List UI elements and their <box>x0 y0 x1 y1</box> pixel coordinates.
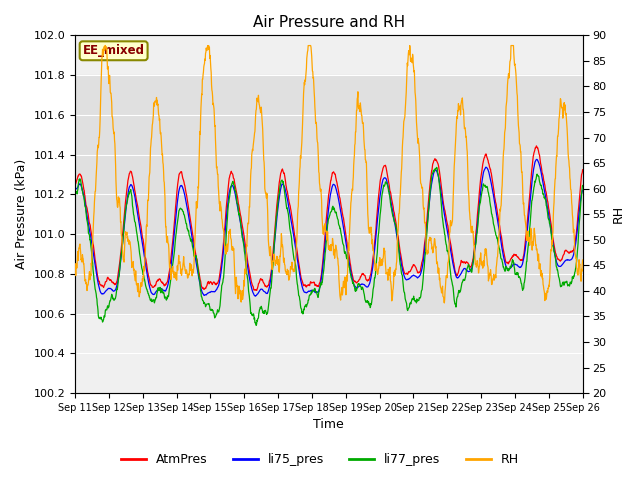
Bar <box>75 75 582 313</box>
X-axis label: Time: Time <box>314 419 344 432</box>
Y-axis label: Air Pressure (kPa): Air Pressure (kPa) <box>15 159 28 269</box>
Text: EE_mixed: EE_mixed <box>83 44 145 57</box>
Legend: AtmPres, li75_pres, li77_pres, RH: AtmPres, li75_pres, li77_pres, RH <box>116 448 524 471</box>
Title: Air Pressure and RH: Air Pressure and RH <box>253 15 405 30</box>
Y-axis label: RH: RH <box>612 205 625 223</box>
